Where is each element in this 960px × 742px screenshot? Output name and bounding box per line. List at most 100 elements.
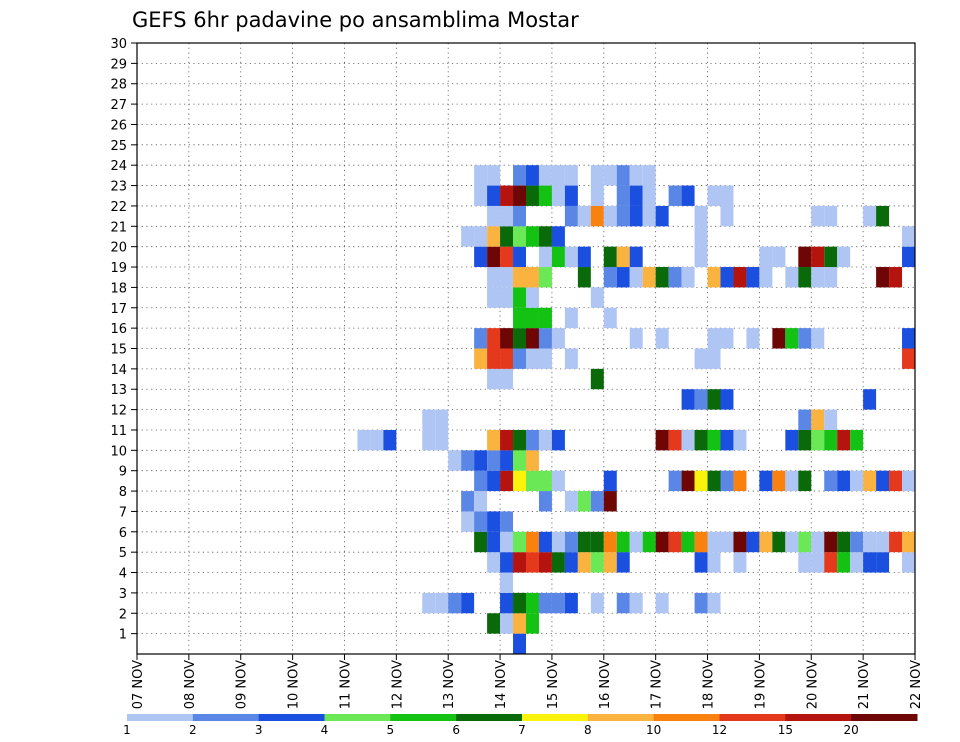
precip-cell: [513, 592, 526, 614]
precip-cell: [902, 348, 915, 369]
precip-cell: [655, 267, 669, 288]
precip-cell: [526, 307, 539, 329]
precip-cell: [902, 246, 915, 268]
precip-cell: [422, 409, 436, 430]
precip-cell: [487, 267, 501, 288]
precip-cell: [487, 246, 501, 268]
precip-cell: [448, 450, 462, 471]
precip-cell: [616, 592, 630, 614]
precip-cell: [681, 429, 695, 451]
precip-cell: [538, 246, 552, 268]
precip-cell: [850, 552, 864, 573]
precip-cell: [474, 531, 488, 553]
precip-cell: [759, 531, 773, 553]
precip-cell: [474, 185, 488, 206]
precip-cell: [538, 165, 552, 186]
precip-cell: [435, 409, 449, 430]
precip-cell: [603, 165, 617, 186]
colorbar-label: 7: [518, 723, 526, 737]
precip-cell: [487, 368, 501, 390]
precip-cell: [655, 531, 669, 553]
precip-cell: [526, 226, 539, 247]
precip-cell: [707, 470, 721, 492]
precip-cell: [513, 287, 526, 308]
precip-cell: [577, 267, 591, 288]
precip-cell: [902, 328, 915, 349]
precip-cell: [461, 592, 475, 614]
precip-cell: [785, 267, 799, 288]
precip-cell: [694, 552, 708, 573]
precip-cell: [603, 470, 617, 492]
precip-cell: [785, 470, 799, 492]
y-tick-label: 26: [110, 118, 127, 133]
precip-cell: [564, 246, 578, 268]
precip-cell: [513, 246, 526, 268]
precip-cell: [876, 267, 890, 288]
precip-cell: [526, 348, 539, 369]
precip-cell: [616, 246, 630, 268]
precip-cell: [837, 246, 851, 268]
y-tick-label: 12: [110, 404, 127, 419]
precip-cell: [513, 552, 526, 573]
precip-cell: [746, 531, 760, 553]
precip-cell: [772, 470, 786, 492]
precip-cell: [513, 348, 526, 369]
precip-cell: [629, 592, 643, 614]
precip-cell: [564, 592, 578, 614]
y-tick-label: 9: [119, 465, 127, 480]
precip-cell: [694, 531, 708, 553]
precip-cell: [551, 552, 565, 573]
x-tick-label: 12 NOV: [390, 660, 405, 709]
precip-cell: [655, 328, 669, 349]
precip-cell: [850, 470, 864, 492]
precip-cell: [422, 429, 436, 451]
precip-cell: [863, 531, 877, 553]
precip-cell: [720, 185, 734, 206]
y-tick-label: 1: [119, 628, 127, 643]
precip-cell: [603, 552, 617, 573]
precip-cell: [513, 205, 526, 227]
precip-cell: [733, 552, 747, 573]
precip-cell: [798, 531, 812, 553]
colorbar-label: 2: [189, 723, 197, 737]
heatmap-cells: [357, 165, 915, 654]
precip-cell: [526, 185, 539, 206]
x-tick-label: 20 NOV: [805, 660, 820, 709]
precip-cell: [629, 267, 643, 288]
precip-cell: [500, 246, 514, 268]
y-tick-label: 11: [110, 424, 127, 439]
colorbar-swatch: [192, 714, 260, 721]
colorbar-swatch: [851, 714, 918, 721]
precip-cell: [707, 185, 721, 206]
precip-cell: [785, 328, 799, 349]
precip-cell: [668, 429, 682, 451]
colorbar: 1 2 3 4 5 6 7 8 10 12 15 20: [123, 714, 918, 737]
precip-cell: [629, 531, 643, 553]
precip-cell: [500, 450, 514, 471]
precip-cell: [694, 246, 708, 268]
precip-cell: [538, 307, 552, 329]
y-tick-label: 28: [110, 78, 127, 93]
colorbar-label: 10: [646, 723, 661, 737]
precip-cell: [564, 165, 578, 186]
precip-cell: [487, 348, 501, 369]
precip-cell: [538, 552, 552, 573]
precip-cell: [500, 205, 514, 227]
y-tick-label: 4: [119, 567, 127, 582]
precip-cell: [707, 429, 721, 451]
precip-cell: [811, 328, 825, 349]
precip-cell: [383, 429, 397, 451]
precip-cell: [759, 246, 773, 268]
precip-cell: [876, 470, 890, 492]
precip-cell: [526, 287, 539, 308]
precip-cell: [435, 429, 449, 451]
precip-cell: [824, 429, 838, 451]
precip-cell: [629, 165, 643, 186]
precip-cell: [526, 328, 539, 349]
precip-cell: [474, 470, 488, 492]
colorbar-swatch: [258, 714, 325, 721]
precip-cell: [681, 470, 695, 492]
precip-cell: [837, 470, 851, 492]
precip-cell: [694, 348, 708, 369]
precip-cell: [500, 368, 514, 390]
